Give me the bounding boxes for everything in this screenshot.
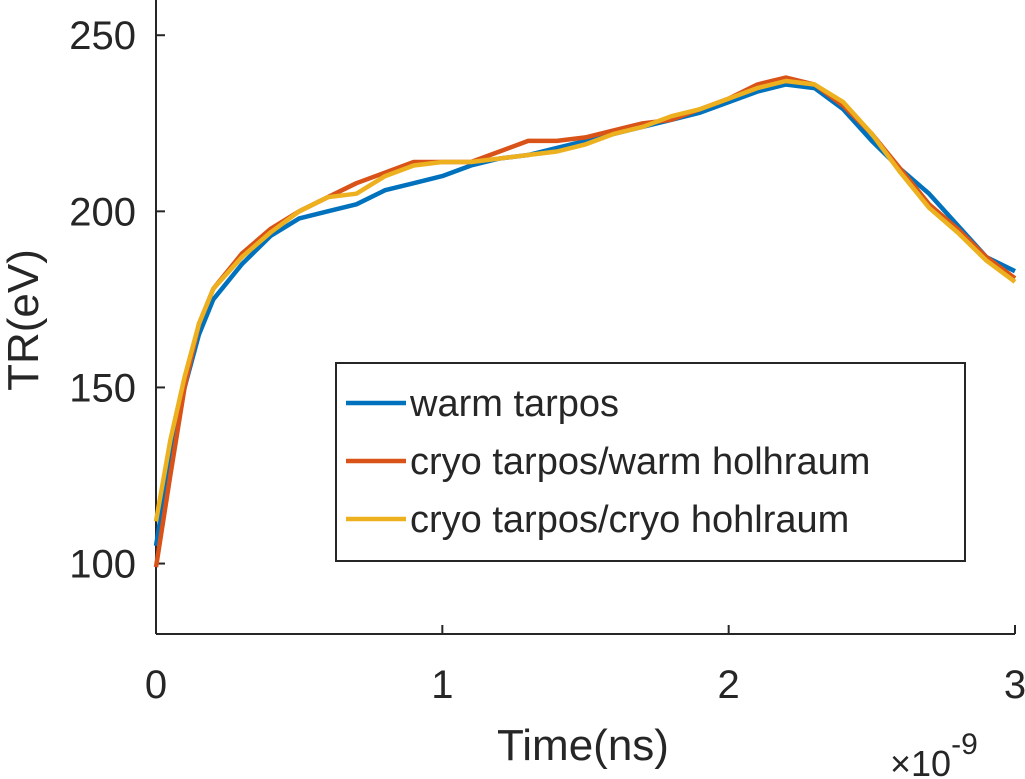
x-tick-label: 3 (1004, 663, 1025, 707)
y-tick-label: 250 (69, 14, 136, 58)
x-axis-label: Time(ns) (497, 721, 669, 770)
y-axis-label: TR(eV) (0, 249, 48, 391)
y-tick-label: 150 (69, 366, 136, 410)
series-line (153, 78, 1017, 522)
y-tick-label: 100 (69, 543, 136, 587)
legend-label: cryo tarpos/cryo hohlraum (410, 499, 849, 541)
x-tick-label: 0 (145, 663, 167, 707)
x-tick-label: 1 (431, 663, 453, 707)
series-line (153, 82, 1016, 547)
x-multiplier-exponent: -9 (951, 728, 978, 761)
x-multiplier-base: ×10 (890, 743, 951, 779)
y-tick-label: 200 (69, 190, 136, 234)
legend-label: warm tarpos (409, 383, 619, 425)
legend-label: cryo tarpos/warm holhraum (410, 441, 870, 483)
x-multiplier: ×10-9 (890, 728, 978, 779)
legend: warm tarpos cryo tarpos/warm holhraum cryo… (335, 362, 966, 562)
legend-box (335, 362, 966, 562)
x-tick-label: 2 (718, 663, 740, 707)
